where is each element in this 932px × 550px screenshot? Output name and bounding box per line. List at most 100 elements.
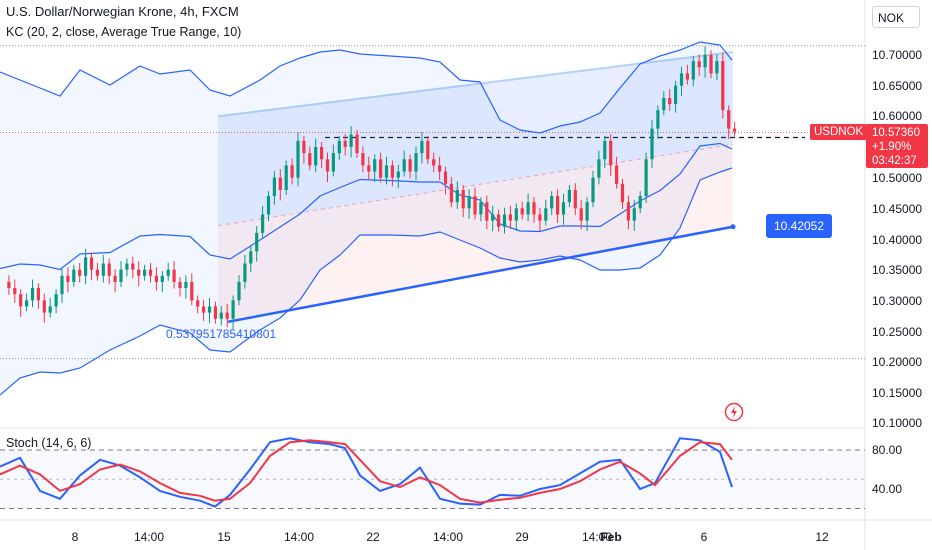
candle-body	[30, 288, 35, 301]
candle-body	[538, 214, 542, 221]
candle-body	[567, 189, 571, 203]
candle-body	[396, 171, 400, 178]
candle-body	[361, 153, 365, 166]
candle-body	[532, 202, 536, 215]
candle-body	[402, 159, 406, 172]
candle-body	[213, 306, 217, 319]
x-tick: Feb	[600, 530, 622, 544]
candle-body	[154, 275, 158, 282]
candle-body	[384, 165, 389, 178]
stoch-d-line	[0, 439, 733, 504]
candle-body	[615, 165, 619, 184]
candle-body	[196, 300, 200, 307]
x-tick: 14:00	[283, 530, 315, 544]
chart-title: U.S. Dollar/Norwegian Krone, 4h, FXCM	[6, 4, 239, 19]
candle-body	[502, 214, 507, 227]
candle-body	[379, 159, 383, 178]
candle-body	[36, 288, 40, 301]
candle-body	[84, 257, 88, 276]
candle-body	[638, 196, 642, 209]
candle-body	[137, 269, 141, 276]
x-tick: 12	[815, 530, 829, 544]
candle-body	[48, 306, 52, 313]
candle-body	[308, 153, 312, 166]
candle-body	[479, 202, 483, 215]
candle-body	[467, 196, 471, 209]
candle-body	[160, 275, 164, 282]
candle-body	[455, 189, 459, 203]
candle-body	[544, 208, 548, 221]
candle-body	[632, 208, 636, 221]
candle-body	[721, 61, 725, 111]
currency-button[interactable]: NOK	[872, 6, 920, 28]
candle-body	[172, 269, 176, 282]
stochastic-legend[interactable]: Stoch (14, 6, 6)	[6, 436, 92, 450]
x-tick: 22	[366, 530, 380, 544]
candle-body	[296, 140, 300, 178]
candle-body	[225, 312, 229, 319]
candle-body	[42, 300, 46, 313]
flash-icon[interactable]	[724, 402, 744, 422]
last-price-box: 10.57360 +1.90% 03:42:37	[866, 124, 928, 168]
candle-body	[72, 269, 76, 282]
candle-body	[349, 134, 353, 147]
candle-body	[715, 61, 719, 74]
stoch-y-tick: 80.00	[872, 443, 903, 457]
candle-body	[443, 171, 448, 184]
channel-line-label: 0.537951785410801	[166, 327, 277, 341]
keltner-fill	[0, 42, 732, 395]
keltner-upper-band	[0, 41, 733, 134]
candle-body	[656, 110, 660, 129]
candle-body	[302, 140, 306, 154]
candle-body	[597, 159, 601, 178]
candle-body	[54, 294, 58, 307]
y-tick: 10.40000	[872, 233, 923, 247]
candle-body	[337, 140, 341, 154]
candle-body	[331, 153, 335, 172]
bar-countdown: 03:42:37	[872, 155, 917, 167]
candle-body	[668, 97, 672, 105]
candle-body	[13, 288, 17, 295]
candle-body	[508, 214, 512, 221]
candle-body	[355, 134, 359, 154]
candle-body	[432, 159, 436, 166]
x-tick: 14:00	[581, 530, 613, 544]
x-tick: 8	[71, 530, 79, 544]
channel-top-line	[217, 50, 734, 118]
keltner-lower-band	[0, 167, 733, 396]
candle-body	[101, 263, 105, 276]
candle-body	[219, 312, 223, 319]
candle-body	[520, 208, 524, 215]
candle-body	[591, 177, 595, 203]
candle-body	[207, 306, 212, 313]
x-tick: 14:00	[432, 530, 464, 544]
candle-body	[231, 300, 235, 319]
candle-body	[585, 202, 589, 221]
candle-body	[66, 275, 70, 282]
candle-body	[609, 140, 613, 166]
keltner-channel-legend[interactable]: KC (20, 2, close, Average True Range, 10…	[6, 25, 242, 39]
candle-body	[526, 202, 530, 215]
candle-body	[19, 294, 23, 307]
candle-body	[148, 269, 153, 276]
support-level-label[interactable]: 10.42052	[766, 214, 832, 238]
candle-body	[727, 110, 731, 129]
y-tick: 10.20000	[872, 355, 923, 369]
candle-body	[131, 263, 135, 270]
y-tick: 10.25000	[872, 325, 923, 339]
candle-body	[697, 61, 701, 68]
y-tick: 10.10000	[872, 416, 923, 430]
candle-body	[662, 97, 666, 111]
candle-body	[25, 300, 29, 307]
candle-body	[644, 159, 648, 197]
stoch-k-line	[0, 437, 733, 508]
candle-body	[202, 306, 206, 313]
candle-body	[703, 55, 707, 68]
candle-body	[119, 269, 123, 282]
candle-body	[266, 196, 271, 215]
candle-body	[420, 140, 424, 154]
candle-body	[449, 183, 453, 203]
x-tick: 6	[700, 530, 708, 544]
candle-body	[674, 85, 678, 105]
